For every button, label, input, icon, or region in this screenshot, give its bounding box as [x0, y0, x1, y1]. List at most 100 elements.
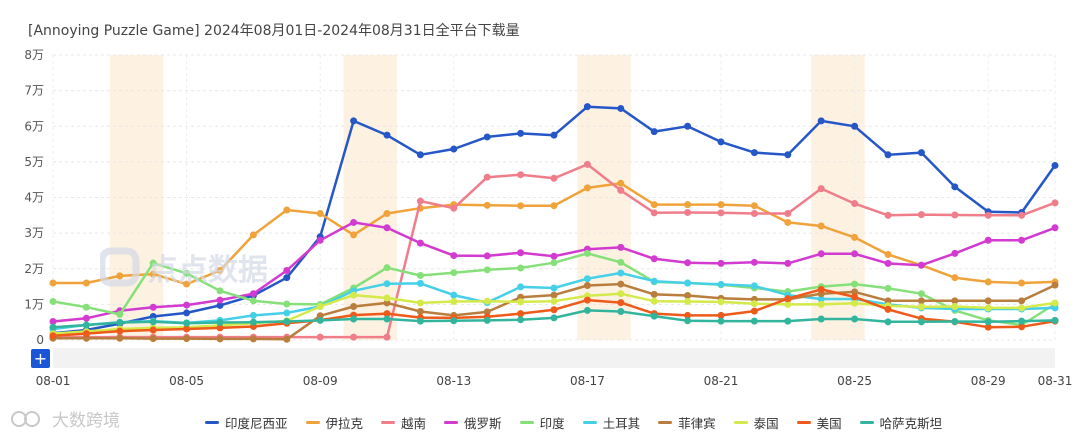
- legend-item[interactable]: 俄罗斯: [444, 413, 502, 432]
- legend-item[interactable]: 美国: [796, 413, 842, 432]
- legend-item[interactable]: 泰国: [733, 413, 779, 432]
- data-point: [416, 299, 424, 307]
- legend: 印度尼西亚 伊拉克 越南 俄罗斯 印度 土耳其 菲律宾 泰国 美国 哈萨克斯坦: [205, 413, 942, 432]
- data-point: [49, 279, 57, 287]
- data-point: [784, 151, 792, 159]
- y-tick-label: 4万: [24, 191, 44, 205]
- legend-item[interactable]: 哈萨克斯坦: [859, 413, 942, 432]
- data-point: [684, 208, 692, 216]
- data-point: [483, 266, 491, 274]
- data-point: [450, 291, 458, 299]
- data-point: [784, 210, 792, 218]
- data-point: [149, 303, 157, 311]
- data-point: [550, 297, 558, 305]
- data-point: [216, 319, 224, 327]
- legend-item[interactable]: 伊拉克: [305, 413, 363, 432]
- data-point: [383, 333, 391, 341]
- data-point: [49, 332, 57, 340]
- data-point: [650, 128, 658, 136]
- data-point: [450, 252, 458, 260]
- data-point: [583, 281, 591, 289]
- data-point: [750, 258, 758, 266]
- data-point: [617, 269, 625, 277]
- data-point: [851, 250, 859, 258]
- data-point: [750, 317, 758, 325]
- data-point: [216, 296, 224, 304]
- data-point: [750, 300, 758, 308]
- data-point: [583, 306, 591, 314]
- data-point: [617, 299, 625, 307]
- data-point: [450, 204, 458, 212]
- x-tick-label: 08-01: [36, 374, 71, 388]
- data-point: [183, 280, 191, 288]
- data-point: [583, 103, 591, 111]
- data-point: [951, 211, 959, 219]
- legend-item[interactable]: 越南: [381, 413, 426, 432]
- data-point: [550, 306, 558, 314]
- legend-item[interactable]: 印度: [519, 413, 565, 432]
- data-point: [183, 335, 191, 343]
- data-point: [884, 211, 892, 219]
- data-point: [851, 122, 859, 130]
- data-point: [149, 326, 157, 334]
- data-point: [851, 299, 859, 307]
- chart-title: [Annoying Puzzle Game] 2024年08月01日-2024年…: [28, 23, 520, 39]
- data-point: [617, 280, 625, 288]
- data-point: [617, 179, 625, 187]
- data-point: [183, 319, 191, 327]
- legend-label: 菲律宾: [678, 416, 716, 431]
- data-point: [350, 303, 358, 311]
- data-point: [884, 259, 892, 267]
- data-point: [517, 298, 525, 306]
- data-point: [49, 317, 57, 325]
- legend-item[interactable]: 菲律宾: [658, 413, 716, 432]
- data-point: [750, 149, 758, 157]
- data-point: [717, 138, 725, 146]
- data-point: [583, 296, 591, 304]
- data-point: [82, 303, 90, 311]
- data-point: [650, 209, 658, 217]
- data-point: [416, 151, 424, 159]
- data-point: [817, 315, 825, 323]
- data-point: [283, 274, 291, 282]
- data-point: [1018, 304, 1026, 312]
- data-point: [717, 201, 725, 209]
- legend-swatch: [381, 421, 396, 424]
- add-button[interactable]: +: [31, 349, 50, 368]
- data-point: [717, 280, 725, 288]
- legend-swatch: [796, 421, 811, 424]
- legend-item[interactable]: 印度尼西亚: [205, 413, 288, 432]
- data-point: [249, 231, 257, 239]
- watermark: 点点数据: [100, 245, 268, 289]
- data-point: [383, 280, 391, 288]
- legend-item[interactable]: 土耳其: [582, 413, 640, 432]
- data-point: [316, 316, 324, 324]
- data-point: [784, 259, 792, 267]
- data-point: [149, 318, 157, 326]
- y-tick-label: 7万: [24, 84, 44, 98]
- db-logo-icon: [11, 410, 40, 427]
- data-point: [617, 258, 625, 266]
- data-point: [416, 308, 424, 315]
- data-point: [517, 310, 525, 318]
- data-point: [550, 252, 558, 260]
- data-point: [750, 307, 758, 315]
- data-point: [517, 171, 525, 179]
- legend-label: 美国: [816, 416, 842, 431]
- legend-swatch: [658, 421, 673, 424]
- data-point: [951, 297, 959, 305]
- data-point: [383, 210, 391, 218]
- data-point: [416, 317, 424, 325]
- data-point: [851, 233, 859, 241]
- data-point: [550, 202, 558, 210]
- x-tick-label: 08-21: [704, 374, 739, 388]
- data-point: [784, 300, 792, 308]
- data-point: [817, 250, 825, 258]
- x-tick-label: 08-25: [837, 374, 872, 388]
- data-point: [851, 293, 859, 301]
- data-point: [917, 303, 925, 311]
- data-point: [984, 297, 992, 305]
- data-point: [1051, 224, 1059, 232]
- data-point: [1018, 297, 1026, 305]
- data-point: [917, 149, 925, 157]
